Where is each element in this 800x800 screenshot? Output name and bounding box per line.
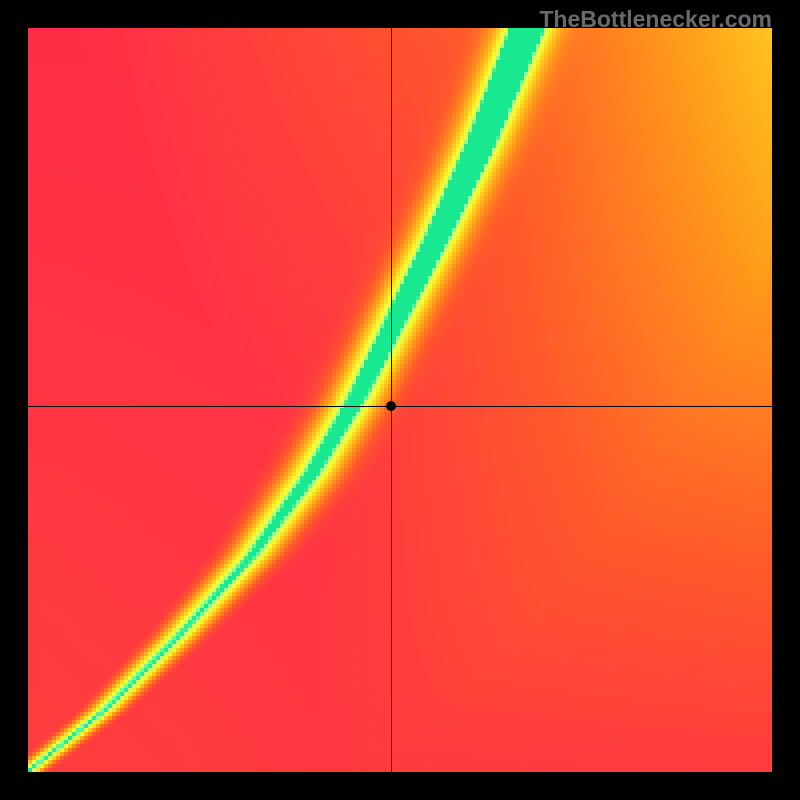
heatmap-canvas (28, 28, 772, 772)
watermark: TheBottlenecker.com (539, 6, 772, 33)
crosshair-horizontal (28, 406, 772, 407)
bottleneck-heatmap (28, 28, 772, 772)
crosshair-dot (386, 401, 396, 411)
